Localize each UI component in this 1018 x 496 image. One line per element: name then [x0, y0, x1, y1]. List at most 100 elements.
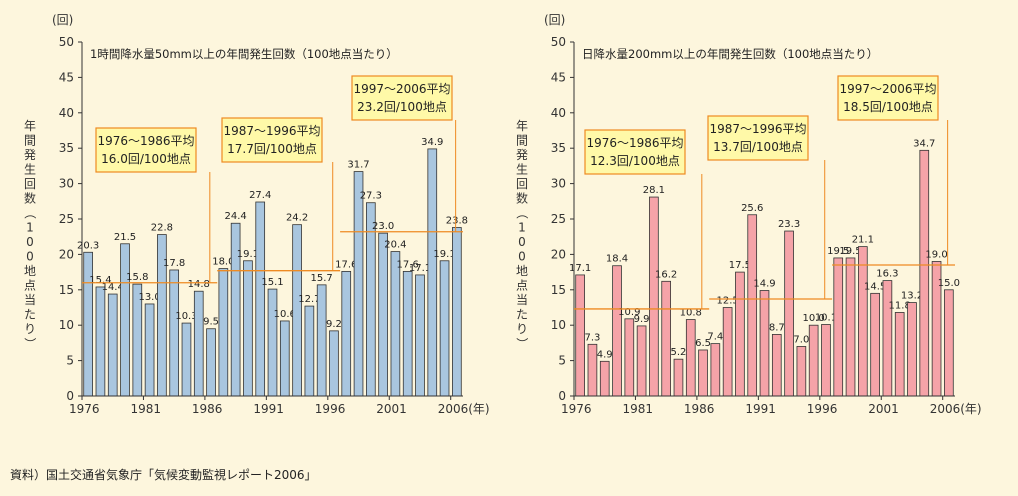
y-unit-label: (回)	[52, 13, 73, 27]
average-box-3	[351, 75, 453, 121]
y-axis-label-char: 0	[518, 250, 526, 264]
y-axis-label-char: 当	[24, 293, 36, 307]
data-label-2001: 16.3	[876, 269, 898, 280]
x-tick-label: 1986	[684, 402, 715, 416]
y-axis-label-char: 生	[516, 163, 528, 177]
bar-1995	[316, 284, 327, 397]
data-label-1992: 10.6	[274, 309, 296, 320]
x-tick-label: 2001	[376, 402, 407, 416]
y-unit-label: (回)	[544, 13, 565, 27]
average-box-2	[707, 115, 809, 161]
data-label-1989: 17.5	[729, 260, 751, 271]
y-tick-label: 15	[551, 283, 566, 297]
data-label-1994: 7.0	[793, 334, 809, 345]
bar-2006	[944, 289, 954, 397]
x-tick-label: 1976	[69, 402, 100, 416]
bar-2005	[439, 260, 450, 397]
data-label-1976: 17.1	[569, 263, 591, 274]
data-label-1991: 14.9	[753, 279, 775, 290]
y-axis-label-char: 回	[516, 177, 528, 191]
bar-2001	[390, 251, 401, 397]
y-axis-label-char: 回	[24, 177, 36, 191]
bar-2004	[427, 148, 438, 397]
y-tick-label: 50	[59, 35, 74, 49]
y-tick-label: 5	[66, 354, 74, 368]
data-label-1995: 15.7	[311, 273, 333, 284]
y-axis-label-char: 0	[26, 250, 34, 264]
y-tick-label: 35	[551, 141, 566, 155]
bar-1999	[857, 246, 868, 397]
data-label-1984: 10.3	[175, 311, 197, 322]
data-label-1976: 20.3	[77, 240, 99, 251]
bar-2004	[919, 149, 930, 397]
bar-2002	[402, 270, 413, 397]
data-label-1995: 10.0	[803, 313, 825, 324]
average-period-3: 1997〜2006平均	[353, 82, 450, 96]
bar-1997	[833, 257, 844, 397]
y-axis-label-char: 地	[516, 264, 528, 278]
data-label-1981: 9.9	[634, 314, 650, 325]
average-box-2	[221, 117, 323, 163]
bar-1978	[599, 360, 610, 397]
bar-1984	[673, 358, 684, 397]
bar-2006	[452, 227, 462, 397]
x-tick-label: 2006(年)	[438, 402, 490, 416]
data-label-1993: 23.3	[778, 219, 800, 230]
data-label-2005: 19.0	[925, 249, 947, 260]
bar-1991	[759, 290, 770, 397]
y-tick-label: 25	[59, 212, 74, 226]
bar-1987	[710, 343, 721, 397]
bar-1992	[279, 320, 290, 397]
chart-title: 日降水量200mm以上の年間発生回数（100地点当たり）	[582, 47, 878, 61]
data-label-1990: 25.6	[741, 203, 763, 214]
chart-hourly-rain-50mm: 05101520253035404550(回)年間発生回数（100地点当たり）2…	[23, 13, 490, 416]
data-label-2003: 13.2	[901, 291, 923, 302]
average-period-1: 1976〜1986平均	[97, 134, 194, 148]
data-label-1986: 9.5	[203, 317, 219, 328]
chart-daily-rain-200mm: 05101520253035404550(回)年間発生回数（100地点当たり）1…	[515, 13, 982, 416]
bar-1996	[821, 324, 831, 397]
y-axis-label-char: 0	[518, 235, 526, 249]
bar-2000	[870, 292, 880, 397]
y-axis-label-char: り	[516, 322, 528, 336]
y-axis-label-char: 点	[24, 279, 36, 293]
data-label-1986: 6.5	[695, 338, 711, 349]
bar-1982	[649, 196, 659, 397]
y-axis-label-char: 発	[24, 148, 36, 162]
data-label-1984: 5.2	[671, 347, 687, 358]
data-label-1987: 7.4	[707, 332, 723, 343]
data-label-1997: 17.6	[335, 259, 357, 270]
data-label-1980: 15.8	[126, 272, 148, 283]
y-axis-label-char: 間	[516, 134, 528, 148]
y-axis-label-char: 1	[518, 221, 526, 235]
data-label-2004: 34.7	[913, 138, 935, 149]
bar-1987	[218, 268, 229, 397]
y-tick-label: 20	[551, 247, 566, 261]
bar-2001	[882, 280, 893, 397]
bar-1977	[95, 286, 106, 397]
y-axis-label-char: 間	[24, 134, 36, 148]
bar-1979	[120, 243, 130, 397]
data-label-1979: 18.4	[606, 254, 628, 265]
data-label-1989: 19.1	[237, 249, 259, 260]
bar-1977	[587, 343, 598, 397]
data-label-1996: 10.1	[815, 312, 837, 323]
bar-1994	[796, 346, 807, 397]
data-label-1999: 27.3	[360, 191, 382, 202]
data-label-1982: 22.8	[151, 223, 173, 234]
y-tick-label: 30	[551, 177, 566, 191]
data-label-2003: 17.1	[409, 263, 431, 274]
y-axis-label-char: 生	[24, 163, 36, 177]
data-label-1981: 13.0	[138, 292, 160, 303]
source-note: 資料）国土交通省気象庁「気候変動監視レポート2006」	[10, 468, 317, 482]
bar-1992	[771, 334, 782, 397]
data-label-1991: 15.1	[261, 277, 283, 288]
y-tick-label: 0	[66, 389, 74, 403]
data-label-1998: 19.5	[839, 246, 861, 257]
y-tick-label: 10	[59, 318, 74, 332]
data-label-2001: 20.4	[384, 240, 406, 251]
y-axis-label-char: （	[23, 207, 37, 219]
data-label-1998: 31.7	[347, 160, 369, 171]
y-axis-label-char: 1	[26, 221, 34, 235]
bar-2000	[378, 232, 388, 397]
